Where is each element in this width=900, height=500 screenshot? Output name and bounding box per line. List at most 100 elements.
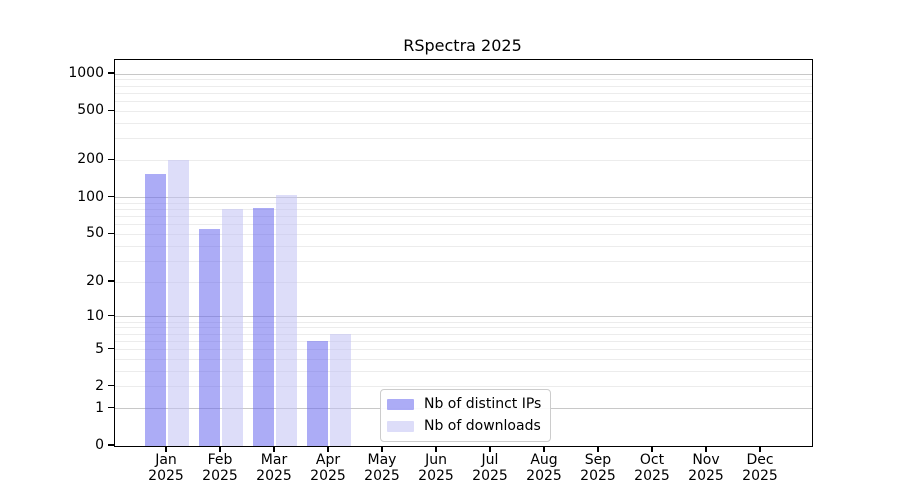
bar-distinct-ips-mar [253, 208, 274, 446]
y-tick-label: 1 [95, 399, 104, 416]
gridline-major [115, 316, 812, 318]
y-tick-label: 10 [86, 307, 104, 324]
y-tick-mark [108, 280, 114, 282]
x-tick-label-nov: Nov 2025 [674, 452, 738, 484]
gridline-major [115, 197, 812, 199]
x-tick-month: Nov [692, 452, 720, 468]
gridline-minor [115, 122, 812, 124]
x-tick-mark [651, 446, 653, 452]
x-tick-month: Oct [639, 452, 665, 468]
legend-label-downloads: Nb of downloads [424, 418, 541, 434]
x-tick-label-dec: Dec 2025 [728, 452, 792, 484]
x-tick-mark [381, 446, 383, 452]
x-tick-year: 2025 [418, 468, 454, 484]
y-tick-mark [108, 385, 114, 387]
gridline-minor [115, 349, 812, 351]
bar-downloads-apr [330, 334, 351, 446]
x-tick-label-aug: Aug 2025 [512, 452, 576, 484]
gridline-minor [115, 138, 812, 140]
x-tick-year: 2025 [256, 468, 292, 484]
y-tick-label: 50 [86, 225, 104, 242]
legend-item-distinct-ips: Nb of distinct IPs [387, 396, 541, 413]
y-tick-mark [108, 109, 114, 111]
x-tick-label-mar: Mar 2025 [242, 452, 306, 484]
gridline-minor [115, 245, 812, 247]
x-tick-mark [489, 446, 491, 452]
gridline-minor [115, 215, 812, 217]
x-tick-year: 2025 [472, 468, 508, 484]
x-tick-mark [165, 446, 167, 452]
bar-distinct-ips-jan [145, 174, 166, 446]
y-tick-mark [108, 232, 114, 234]
chart-title: RSpectra 2025 [403, 36, 522, 55]
y-tick-label: 20 [86, 273, 104, 290]
x-tick-label-jul: Jul 2025 [458, 452, 522, 484]
legend-item-downloads: Nb of downloads [387, 418, 541, 435]
x-tick-month: Dec [746, 452, 774, 468]
x-tick-year: 2025 [364, 468, 400, 484]
y-tick-mark [108, 195, 114, 198]
gridline-minor [115, 260, 812, 262]
x-tick-label-may: May 2025 [350, 452, 414, 484]
x-tick-mark [759, 446, 761, 452]
x-tick-label-feb: Feb 2025 [188, 452, 252, 484]
gridline-minor [115, 281, 812, 283]
x-tick-month: Jul [481, 452, 499, 468]
x-tick-label-jan: Jan 2025 [134, 452, 198, 484]
bar-distinct-ips-feb [199, 229, 220, 446]
y-tick-label: 2 [95, 377, 104, 394]
x-tick-month: May [367, 452, 397, 468]
y-tick-label: 5 [95, 340, 104, 357]
y-tick-label: 200 [77, 151, 104, 168]
y-tick-mark [108, 315, 114, 317]
x-tick-year: 2025 [634, 468, 670, 484]
x-tick-label-jun: Jun 2025 [404, 452, 468, 484]
gridline-minor [115, 233, 812, 235]
y-tick-mark [108, 72, 114, 74]
x-tick-year: 2025 [580, 468, 616, 484]
x-tick-year: 2025 [310, 468, 346, 484]
x-tick-label-apr: Apr 2025 [296, 452, 360, 484]
x-tick-year: 2025 [742, 468, 778, 484]
x-tick-mark [435, 446, 437, 452]
gridline-minor [115, 85, 812, 87]
gridline-minor [115, 100, 812, 102]
y-tick-label: 1000 [68, 65, 104, 81]
gridline-major [115, 73, 812, 75]
distinct-ips-swatch-icon [387, 399, 414, 410]
x-tick-year: 2025 [202, 468, 238, 484]
y-tick-mark [108, 347, 114, 350]
gridline-minor [115, 208, 812, 210]
bar-downloads-feb [222, 209, 243, 446]
x-tick-mark [273, 446, 275, 452]
legend-label-distinct-ips: Nb of distinct IPs [424, 396, 542, 412]
bar-distinct-ips-apr [307, 341, 328, 446]
x-tick-mark [705, 446, 707, 452]
y-tick-label: 500 [77, 102, 104, 119]
y-tick-mark [108, 407, 114, 409]
x-tick-month: Mar [260, 452, 288, 468]
x-tick-month: Jan [155, 452, 177, 468]
gridline-minor [115, 110, 812, 112]
downloads-swatch-icon [387, 421, 414, 432]
gridline-minor [115, 159, 812, 161]
x-tick-mark [219, 446, 221, 452]
gridline-minor [115, 202, 812, 204]
legend: Nb of distinct IPs Nb of downloads [380, 389, 552, 442]
x-tick-year: 2025 [148, 468, 184, 484]
gridline-minor [115, 333, 812, 335]
gridline-minor [115, 79, 812, 81]
x-tick-month: Jun [425, 452, 447, 468]
x-tick-label-sep: Sep 2025 [566, 452, 630, 484]
x-tick-label-oct: Oct 2025 [620, 452, 684, 484]
gridline-minor [115, 92, 812, 94]
gridline-minor [115, 370, 812, 372]
y-tick-label: 0 [95, 437, 104, 453]
bar-downloads-mar [276, 194, 297, 446]
gridline-minor [115, 358, 812, 360]
y-tick-mark [108, 444, 114, 446]
gridline-minor [115, 327, 812, 329]
x-tick-mark [543, 446, 545, 452]
x-tick-month: Sep [584, 452, 612, 468]
